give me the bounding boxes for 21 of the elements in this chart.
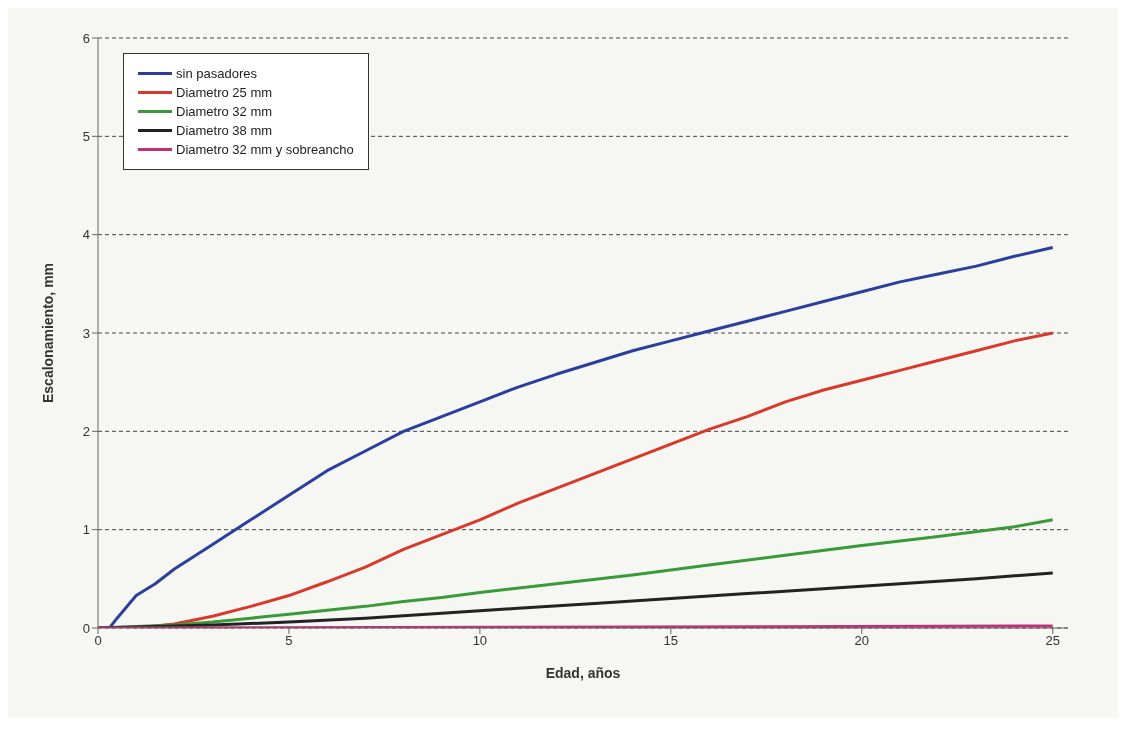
y-tick-label: 0	[82, 620, 90, 636]
legend-label: Diametro 25 mm	[176, 85, 273, 100]
x-tick-label: 20	[854, 633, 870, 649]
x-axis-title: Edad, años	[545, 665, 621, 681]
legend-label: Diametro 32 mm	[176, 104, 273, 119]
x-tick-label: 25	[1045, 633, 1060, 649]
legend-label: sin pasadores	[176, 66, 257, 81]
x-tick-label: 5	[285, 633, 293, 649]
x-tick-label: 15	[663, 633, 679, 649]
legend-label: Diametro 38 mm	[176, 123, 273, 138]
line-series	[107, 245, 1055, 628]
y-tick-label: 3	[82, 325, 90, 341]
x-tick-label: 10	[472, 633, 488, 649]
y-tick-label: 5	[82, 128, 90, 144]
legend-label: Diametro 32 mm y sobreancho	[176, 142, 354, 157]
y-tick-label: 1	[82, 522, 90, 538]
y-axis-title: Escalonamiento, mm	[39, 262, 56, 404]
y-tick-label: 4	[82, 227, 90, 243]
y-tick-label: 6	[82, 30, 90, 46]
x-tick-label: 0	[94, 633, 102, 649]
y-tick-label: 2	[82, 423, 90, 439]
